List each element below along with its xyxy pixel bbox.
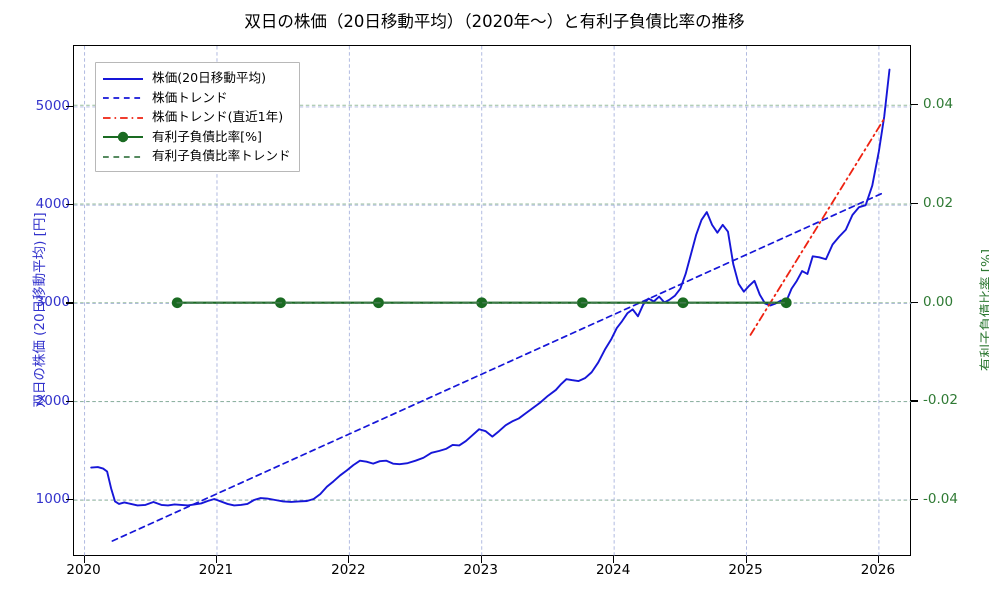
y-tick-mark-left xyxy=(66,400,73,402)
chart-canvas xyxy=(74,46,912,557)
series-line xyxy=(749,117,886,336)
y-tick-label-right: 0.02 xyxy=(923,194,954,211)
legend-swatch-icon xyxy=(102,149,144,163)
legend-label: 株価トレンド(直近1年) xyxy=(152,109,284,124)
x-tick-mark xyxy=(613,556,615,563)
x-tick-label: 2022 xyxy=(331,562,366,578)
y-tick-label-left: 1000 xyxy=(35,491,70,507)
legend-item[interactable]: 有利子負債比率トレンド xyxy=(102,146,291,166)
legend-label: 有利子負債比率[%] xyxy=(152,128,262,144)
x-tick-mark xyxy=(745,556,747,563)
legend-label: 株価(20日移動平均) xyxy=(152,70,267,85)
legend-item[interactable]: 株価トレンド xyxy=(102,88,291,108)
x-tick-label: 2026 xyxy=(860,562,896,578)
x-tick-label: 2021 xyxy=(198,562,234,578)
y-tick-label-left: 2000 xyxy=(35,392,70,409)
x-tick-mark xyxy=(480,556,482,563)
x-tick-mark xyxy=(215,556,218,563)
x-tick-mark xyxy=(83,556,85,563)
y-tick-label-right: -0.04 xyxy=(923,491,958,508)
legend-swatch-icon xyxy=(102,110,144,124)
legend-label: 有利子負債比率トレンド xyxy=(152,148,291,163)
series-line xyxy=(90,68,891,507)
chart-legend: 株価(20日移動平均) 株価トレンド株価トレンド(直近1年) 有利子負債比率[%] 有… xyxy=(95,62,300,172)
y-tick-mark-right xyxy=(911,202,918,205)
y-tick-mark-left xyxy=(66,499,73,501)
series-line xyxy=(111,191,886,542)
y-tick-label-right: 0.00 xyxy=(923,293,954,310)
x-tick-label: 2023 xyxy=(463,562,498,578)
x-tick-label: 2020 xyxy=(66,562,101,578)
data-series-layer xyxy=(90,68,891,542)
y-tick-mark-left xyxy=(66,105,73,108)
y-tick-mark-right xyxy=(911,301,918,303)
y-tick-mark-left xyxy=(66,204,73,206)
y-tick-mark-right xyxy=(911,499,918,501)
y-axis-label-right: 有利子負債比率 [%] xyxy=(979,248,989,372)
data-point-marker xyxy=(780,297,792,309)
legend-label: 株価トレンド xyxy=(152,89,228,105)
y-tick-label-left: 5000 xyxy=(35,97,70,114)
legend-swatch-icon xyxy=(102,129,144,143)
y-tick-label-left: 3000 xyxy=(35,294,70,311)
y-tick-mark-right xyxy=(911,104,918,106)
x-tick-mark xyxy=(877,556,879,563)
x-tick-label: 2024 xyxy=(595,562,631,578)
legend-item[interactable]: 株価トレンド(直近1年) xyxy=(102,107,291,127)
y-tick-label-left: 4000 xyxy=(35,196,70,213)
legend-swatch-icon xyxy=(102,90,144,104)
legend-item[interactable]: 株価(20日移動平均) xyxy=(102,68,291,88)
data-point-marker xyxy=(476,297,488,309)
legend-swatch-icon xyxy=(102,71,144,85)
legend-item[interactable]: 有利子負債比率[%] xyxy=(102,127,291,147)
x-tick-label: 2025 xyxy=(728,562,763,578)
x-tick-mark xyxy=(348,556,350,563)
chart-title: 双日の株価（20日移動平均）（2020年～）と有利子負債比率の推移 xyxy=(244,12,745,31)
y-tick-mark-right xyxy=(911,400,918,402)
y-tick-label-right: 0.04 xyxy=(923,96,954,113)
y-tick-mark-left xyxy=(66,302,73,304)
y-tick-label-right: -0.02 xyxy=(923,392,958,409)
